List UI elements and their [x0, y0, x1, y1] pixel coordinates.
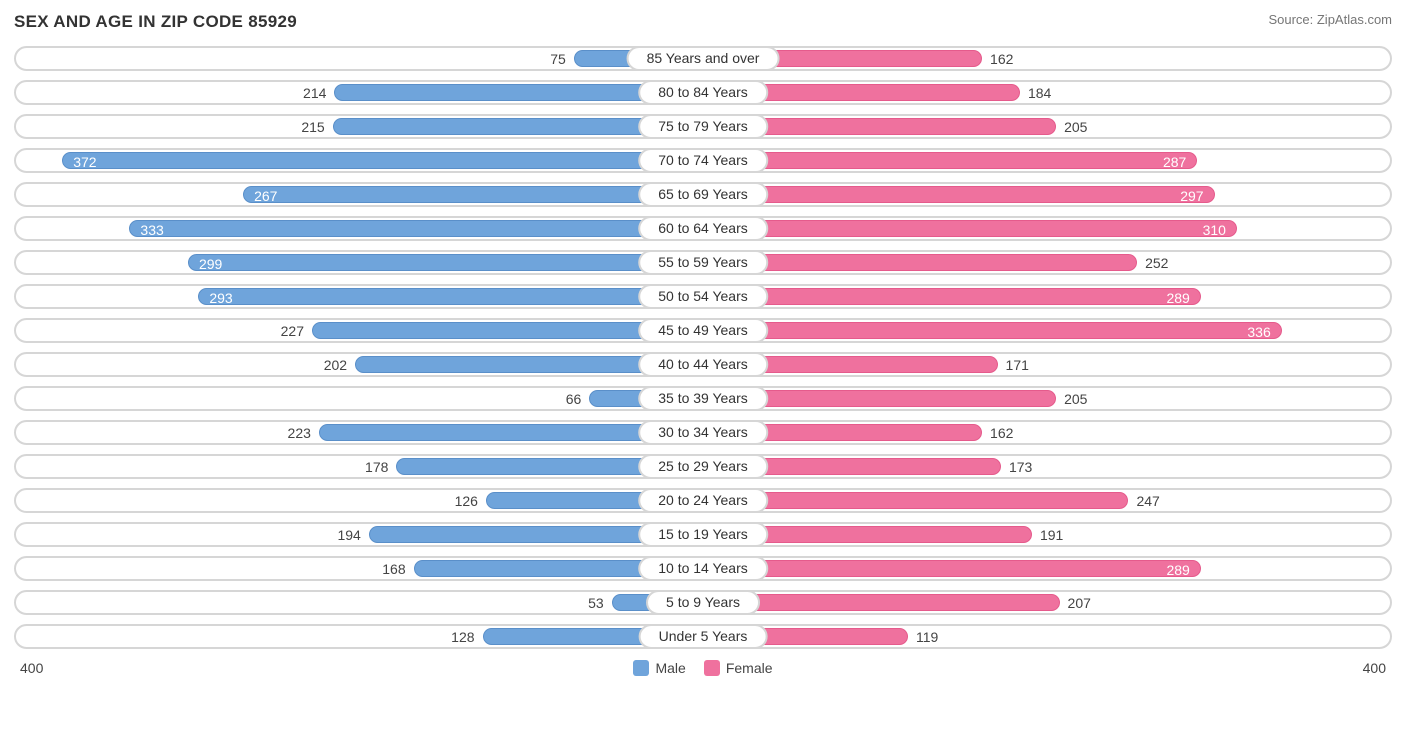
male-value: 126 [455, 493, 478, 509]
female-bar: 310 [703, 220, 1237, 237]
age-group-label: 55 to 59 Years [638, 250, 768, 275]
male-value: 299 [189, 256, 232, 272]
diverging-bar-chart: 75 162 85 Years and over 214 184 80 to 84 Yea… [14, 46, 1392, 649]
chart-row: 214 184 80 to 84 Years [14, 80, 1392, 105]
chart-row: 75 162 85 Years and over [14, 46, 1392, 71]
legend-label: Male [655, 660, 685, 676]
age-group-label: 75 to 79 Years [638, 114, 768, 139]
male-value: 223 [288, 425, 311, 441]
male-value: 293 [199, 290, 242, 306]
age-group-label: 45 to 49 Years [638, 318, 768, 343]
female-bar: 289 [703, 288, 1201, 305]
legend-swatch [704, 660, 720, 676]
male-value: 215 [301, 119, 324, 135]
female-value: 205 [1064, 119, 1087, 135]
chart-title: SEX AND AGE IN ZIP CODE 85929 [14, 12, 297, 32]
chart-row: 267 297 65 to 69 Years [14, 182, 1392, 207]
female-value: 184 [1028, 85, 1051, 101]
male-value: 194 [337, 527, 360, 543]
chart-row: 333 310 60 to 64 Years [14, 216, 1392, 241]
female-value: 171 [1006, 357, 1029, 373]
age-group-label: 40 to 44 Years [638, 352, 768, 377]
axis-left-max: 400 [20, 660, 43, 676]
male-value: 128 [451, 629, 474, 645]
female-value: 310 [1193, 222, 1236, 238]
female-value: 297 [1170, 188, 1213, 204]
age-group-label: 10 to 14 Years [638, 556, 768, 581]
male-value: 333 [130, 222, 173, 238]
age-group-label: 65 to 69 Years [638, 182, 768, 207]
female-value: 162 [990, 51, 1013, 67]
female-value: 191 [1040, 527, 1063, 543]
female-value: 162 [990, 425, 1013, 441]
chart-row: 126 247 20 to 24 Years [14, 488, 1392, 513]
age-group-label: 25 to 29 Years [638, 454, 768, 479]
female-value: 336 [1237, 324, 1280, 340]
chart-row: 128 119 Under 5 Years [14, 624, 1392, 649]
male-bar: 267 [243, 186, 703, 203]
male-value: 202 [324, 357, 347, 373]
legend: Male Female [633, 660, 772, 676]
axis-right-max: 400 [1363, 660, 1386, 676]
male-value: 66 [566, 391, 582, 407]
male-bar: 372 [62, 152, 703, 169]
female-value: 207 [1068, 595, 1091, 611]
chart-row: 293 289 50 to 54 Years [14, 284, 1392, 309]
female-value: 247 [1136, 493, 1159, 509]
female-value: 173 [1009, 459, 1032, 475]
chart-row: 372 287 70 to 74 Years [14, 148, 1392, 173]
age-group-label: 15 to 19 Years [638, 522, 768, 547]
female-bar: 336 [703, 322, 1282, 339]
female-value: 289 [1156, 290, 1199, 306]
chart-row: 202 171 40 to 44 Years [14, 352, 1392, 377]
chart-row: 227 336 45 to 49 Years [14, 318, 1392, 343]
chart-row: 252 299 55 to 59 Years [14, 250, 1392, 275]
age-group-label: 20 to 24 Years [638, 488, 768, 513]
male-value: 227 [281, 323, 304, 339]
female-value: 252 [1145, 255, 1168, 271]
male-value: 178 [365, 459, 388, 475]
female-value: 289 [1156, 562, 1199, 578]
male-value: 214 [303, 85, 326, 101]
male-bar: 299 [188, 254, 703, 271]
legend-item: Male [633, 660, 685, 676]
female-bar: 297 [703, 186, 1215, 203]
chart-row: 215 205 75 to 79 Years [14, 114, 1392, 139]
age-group-label: Under 5 Years [639, 624, 768, 649]
age-group-label: 80 to 84 Years [638, 80, 768, 105]
male-value: 53 [588, 595, 604, 611]
chart-row: 53 207 5 to 9 Years [14, 590, 1392, 615]
source-attribution: Source: ZipAtlas.com [1268, 12, 1392, 27]
chart-row: 66 205 35 to 39 Years [14, 386, 1392, 411]
age-group-label: 5 to 9 Years [646, 590, 760, 615]
male-value: 168 [382, 561, 405, 577]
female-value: 205 [1064, 391, 1087, 407]
age-group-label: 30 to 34 Years [638, 420, 768, 445]
female-value: 119 [916, 629, 938, 645]
age-group-label: 35 to 39 Years [638, 386, 768, 411]
male-value: 372 [63, 154, 106, 170]
age-group-label: 85 Years and over [627, 46, 780, 71]
legend-label: Female [726, 660, 773, 676]
female-bar: 289 [703, 560, 1201, 577]
legend-item: Female [704, 660, 773, 676]
age-group-label: 60 to 64 Years [638, 216, 768, 241]
age-group-label: 50 to 54 Years [638, 284, 768, 309]
male-bar: 333 [129, 220, 703, 237]
male-bar: 293 [198, 288, 703, 305]
chart-row: 168 289 10 to 14 Years [14, 556, 1392, 581]
male-value: 267 [244, 188, 287, 204]
female-value: 287 [1153, 154, 1196, 170]
female-bar [703, 254, 1137, 271]
female-bar: 287 [703, 152, 1197, 169]
legend-swatch [633, 660, 649, 676]
age-group-label: 70 to 74 Years [638, 148, 768, 173]
chart-row: 223 162 30 to 34 Years [14, 420, 1392, 445]
chart-row: 194 191 15 to 19 Years [14, 522, 1392, 547]
chart-row: 178 173 25 to 29 Years [14, 454, 1392, 479]
male-value: 75 [550, 51, 566, 67]
